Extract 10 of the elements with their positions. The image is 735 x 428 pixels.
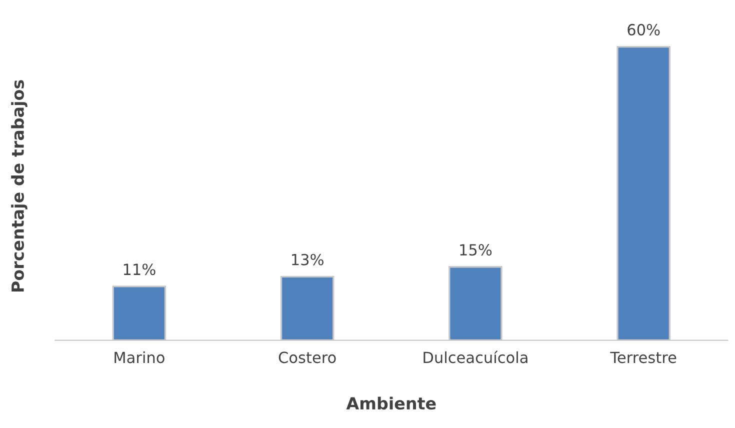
x-tick-label: Marino <box>114 351 164 364</box>
data-label: 15% <box>460 244 492 256</box>
data-label: 60% <box>628 24 660 36</box>
x-tick-label: Terrestre <box>610 352 676 364</box>
y-axis-title: Porcentaje de trabajos <box>11 80 28 292</box>
x-tick-label: Costero <box>278 352 336 364</box>
x-tick-label: Dulceacuícola <box>424 350 528 364</box>
data-label: 11% <box>124 264 156 276</box>
x-axis-title: Ambiente <box>346 396 436 410</box>
data-label: 13% <box>292 254 324 266</box>
